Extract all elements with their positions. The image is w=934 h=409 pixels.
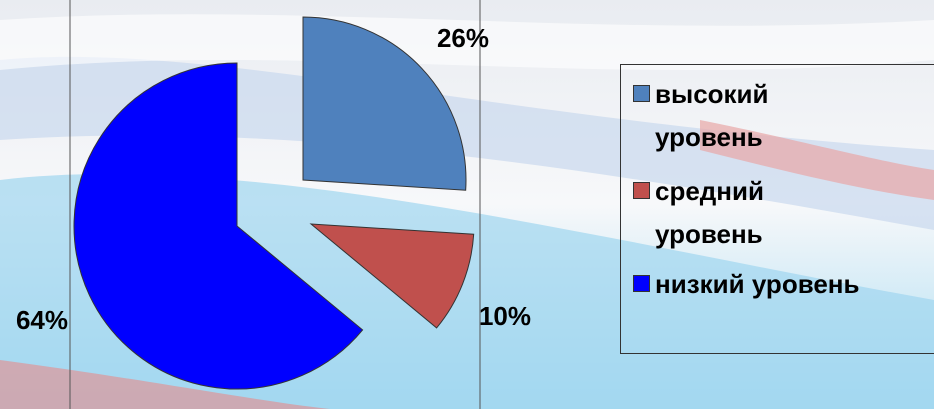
legend-label: высокий уровень (655, 79, 769, 152)
legend-swatch (633, 182, 650, 199)
legend-swatch (633, 275, 650, 292)
pie (73, 16, 475, 390)
data-label: 10% (479, 301, 531, 331)
legend: высокий уровень средний уровень низкий уро… (620, 64, 934, 354)
pie-slice (309, 223, 475, 329)
pie-slice (302, 16, 467, 191)
pie-slice (73, 62, 364, 390)
legend-label: низкий уровень (655, 269, 860, 299)
background-wave (700, 120, 934, 200)
legend-swatch (633, 85, 650, 102)
background-wave (0, 14, 934, 70)
background-wave (0, 360, 330, 409)
legend-label: средний уровень (655, 176, 764, 249)
data-label: 64% (16, 305, 68, 335)
data-label: 26% (437, 23, 489, 53)
